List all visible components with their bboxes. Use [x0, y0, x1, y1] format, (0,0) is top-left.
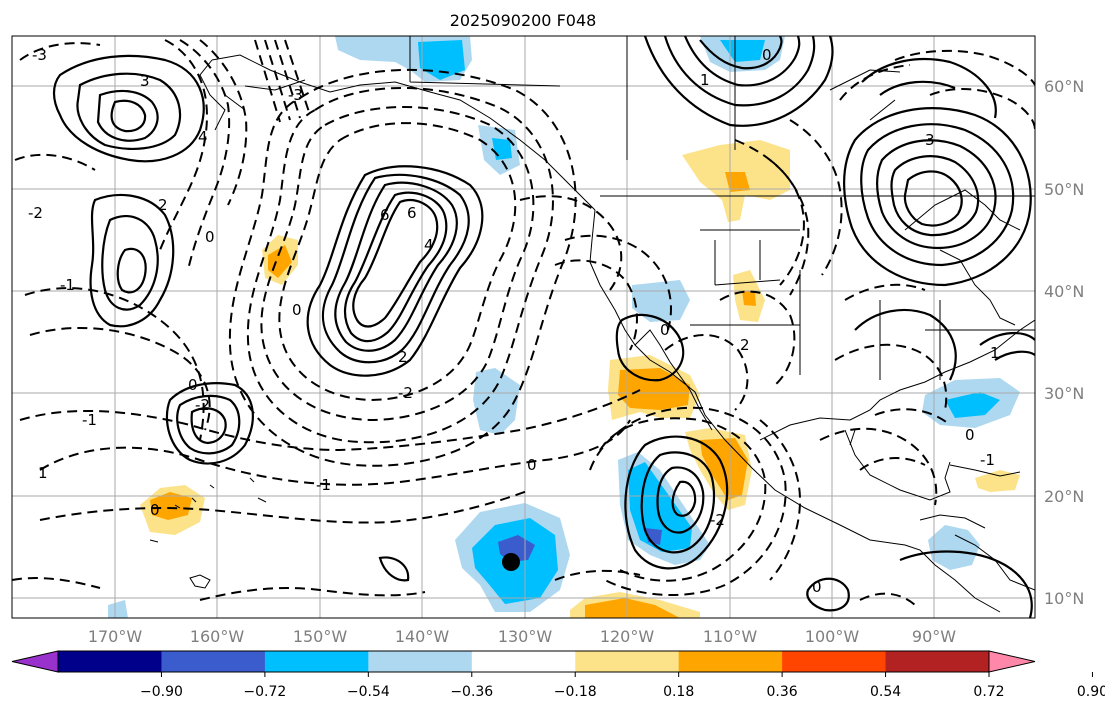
colorbar-tick-label: 0.90 [1077, 684, 1105, 700]
map-title: 2025090200 F048 [450, 11, 597, 30]
colorbar-tick-label: 0.18 [663, 684, 694, 700]
colorbar-segment [575, 651, 680, 672]
contour-label: 4 [198, 128, 208, 146]
shade-yellow-caribbean [975, 470, 1020, 492]
contour-label: -2 [28, 204, 43, 222]
lon-label: 90°W [912, 627, 956, 646]
longitude-labels: 170°W 160°W 150°W 140°W 130°W 120°W 110°… [88, 627, 956, 646]
colorbar-tick-label: 0.54 [870, 684, 901, 700]
colorbar-tick-label: −0.54 [347, 684, 390, 700]
lon-label: 100°W [805, 627, 860, 646]
colorbar-extend-low [11, 650, 59, 673]
colorbar-tick-label: 0.72 [973, 684, 1004, 700]
colorbar-tick-label: −0.72 [243, 684, 286, 700]
contour-label: 1 [38, 464, 48, 482]
lon-label: 150°W [293, 627, 348, 646]
contour-label: -1 [60, 276, 75, 294]
coastlines [199, 36, 1035, 613]
colorbar-segment [368, 651, 473, 672]
contours-negative [12, 39, 1035, 606]
contour-labels: -3 -1 -2 0 1 2 3 4 6 -1 0 -2 -3 0 4 6 2 … [28, 46, 1000, 596]
colorbar-tick-label: −0.90 [140, 684, 183, 700]
shade-blue-subtropic [473, 368, 520, 435]
contour-label: 0 [205, 228, 215, 246]
storm-center-marker [502, 553, 520, 571]
contour-label: -3 [32, 46, 47, 64]
contour-label: 0 [965, 426, 975, 444]
colorbar-tick-label: −0.36 [450, 684, 493, 700]
contour-label: -2 [195, 396, 210, 414]
lat-label: 60°N [1044, 77, 1084, 96]
lat-label: 30°N [1044, 384, 1084, 403]
contour-label: 0 [150, 501, 160, 519]
islands [149, 79, 306, 589]
lon-label: 140°W [395, 627, 450, 646]
lon-label: 120°W [600, 627, 655, 646]
colorbar-extend-high [988, 650, 1036, 673]
lon-label: 160°W [190, 627, 245, 646]
colorbar-segment [58, 651, 162, 672]
lat-label: 10°N [1044, 589, 1084, 608]
contour-label: 0 [188, 376, 198, 394]
colorbar-segment [885, 651, 990, 672]
colorbar-segment [678, 651, 783, 672]
contour-label: 0 [660, 321, 670, 339]
contour-label: 4 [424, 236, 434, 254]
latitude-labels: 60°N 50°N 40°N 30°N 20°N 10°N [1044, 77, 1084, 608]
colorbar: −0.90 −0.72 −0.54 −0.36 −0.18 0.18 0.36 0.54 0.7… [11, 650, 1105, 700]
lat-label: 20°N [1044, 487, 1084, 506]
contour-label: 2 [398, 348, 408, 366]
colorbar-tick-label: 0.36 [767, 684, 798, 700]
lat-label: 50°N [1044, 180, 1084, 199]
map-panel: -3 -1 -2 0 1 2 3 4 6 -1 0 -2 -3 0 4 6 2 … [12, 36, 1035, 618]
shade-blue-central-america [928, 525, 980, 570]
contour-label: 1 [990, 344, 1000, 362]
contour-label: 0 [812, 578, 822, 596]
colorbar-segment [782, 651, 887, 672]
contour-label: 3 [140, 72, 150, 90]
contour-label: 0 [527, 456, 537, 474]
lon-label: 110°W [703, 627, 758, 646]
contour-label: 0 [762, 46, 772, 64]
contour-label: 2 [740, 336, 750, 354]
lon-label: 170°W [88, 627, 143, 646]
colorbar-segment [161, 651, 266, 672]
contours-positive [52, 36, 1035, 618]
colorbar-segment [471, 651, 576, 672]
contour-label: -1 [82, 411, 97, 429]
contour-label: -3 [288, 86, 303, 104]
map-frame [11, 35, 1036, 619]
lat-label: 40°N [1044, 282, 1084, 301]
contour-label: 1 [700, 71, 710, 89]
contour-label: 0 [292, 301, 302, 319]
contour-label: -2 [398, 384, 413, 402]
contour-label: -1 [980, 451, 995, 469]
lon-label: 130°W [498, 627, 553, 646]
contour-label: 6 [380, 206, 390, 224]
contour-label: 6 [407, 204, 417, 222]
contour-label: 3 [925, 131, 935, 149]
contour-label: -2 [710, 511, 725, 529]
contour-label: 2 [158, 196, 168, 214]
colorbar-segment [264, 651, 369, 672]
contour-label: -1 [316, 476, 331, 494]
colorbar-tick-label: −0.18 [554, 684, 597, 700]
